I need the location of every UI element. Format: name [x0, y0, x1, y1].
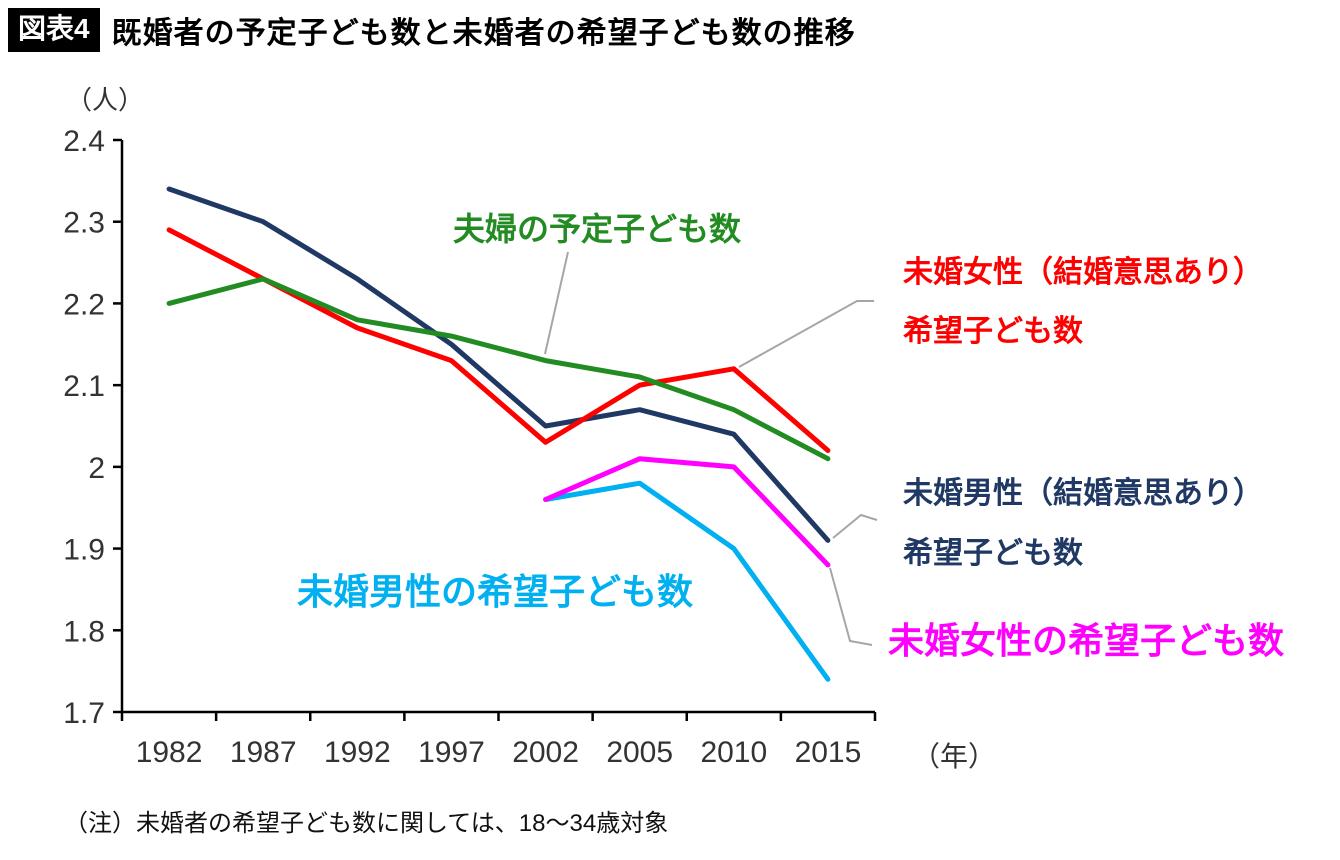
x-tick-label: 1987 — [230, 736, 297, 769]
x-tick-label: 2010 — [700, 736, 767, 769]
series-line-1 — [166, 227, 831, 453]
x-tick-label: 1992 — [324, 736, 391, 769]
y-tick-label: 1.9 — [63, 534, 105, 567]
chart-title: 既婚者の予定子ども数と未婚者の希望子ども数の推移 — [111, 17, 856, 50]
y-tick-label: 2.3 — [63, 207, 105, 240]
y-axis-unit-label: （人） — [66, 85, 145, 115]
figure-number-badge: 図表4 — [8, 8, 100, 52]
annotation-unmarried-men-intent-line2: 希望子ども数 — [903, 537, 1083, 570]
series-line-0 — [166, 186, 831, 543]
annotation-unmarried-women-intent-line2: 希望子ども数 — [903, 315, 1083, 348]
series-line-2 — [166, 276, 831, 462]
x-tick-label: 1997 — [418, 736, 485, 769]
annotation-unmarried-men-intent-line1: 未婚男性（結婚意思あり） — [903, 477, 1263, 510]
leader-unmarried-women-all — [829, 567, 873, 646]
annotation-couples-planned: 夫婦の予定子ども数 — [453, 211, 742, 247]
x-tick-label: 2005 — [606, 736, 673, 769]
leader-unmarried-women-intent — [738, 300, 874, 368]
y-tick-label: 2 — [88, 452, 105, 485]
y-tick-label: 2.1 — [63, 370, 105, 403]
y-tick-label: 2.2 — [63, 288, 105, 321]
x-tick-label: 1982 — [136, 736, 203, 769]
axis-layer: 2.4 2.3 2.2 2.1 2 1.9 1.8 1.7 1982 1987 1992 1997 20… — [63, 125, 877, 769]
leader-couples-planned — [544, 251, 569, 355]
leader-lines — [544, 251, 878, 646]
annotation-unmarried-women-all: 未婚女性の希望子ども数 — [888, 620, 1285, 661]
annotation-unmarried-men-all: 未婚男性の希望子ども数 — [297, 571, 694, 612]
annotation-unmarried-women-intent-line1: 未婚女性（結婚意思あり） — [903, 256, 1263, 289]
y-tick-label: 1.8 — [63, 615, 105, 648]
series-layer — [166, 186, 831, 682]
y-tick-label: 2.4 — [63, 125, 105, 158]
series-line-4 — [543, 456, 831, 568]
footnote: （注）未婚者の希望子ども数に関しては、18〜34歳対象 — [64, 810, 669, 837]
y-tick-label: 1.7 — [63, 697, 105, 730]
x-tick-label: 2002 — [512, 736, 579, 769]
chart-header: 図表4 既婚者の予定子ども数と未婚者の希望子ども数の推移 — [8, 8, 856, 52]
x-tick-label: 2015 — [795, 736, 862, 769]
series-line-3 — [543, 480, 831, 682]
leader-unmarried-men-intent — [832, 513, 878, 539]
x-axis-unit-label: （年） — [912, 741, 997, 772]
